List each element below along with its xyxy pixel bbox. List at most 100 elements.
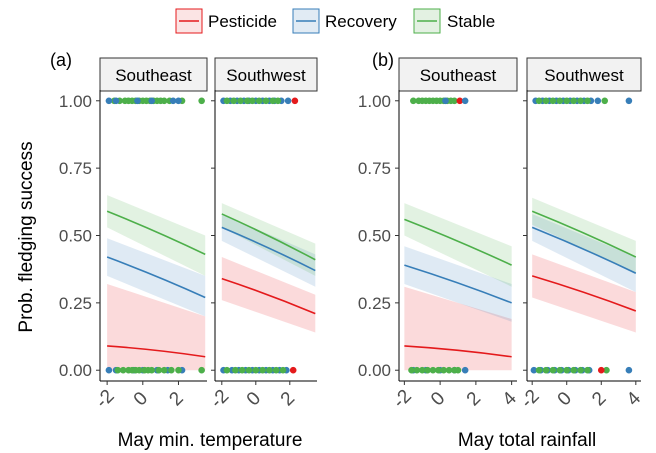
obs-point-bottom-stable	[570, 366, 577, 374]
obs-point-top-stable	[570, 97, 577, 105]
obs-point-bottom-stable	[160, 366, 168, 374]
y-tick-label: 0.75	[358, 159, 391, 178]
x-tick-label: -2	[207, 386, 234, 413]
panel-a-southeast: Southeast 0.00 0.25 0.50 0.75 1.00 -2 0 2	[59, 57, 208, 413]
obs-point-bottom-pesticide	[597, 366, 605, 374]
ci-band-recovery	[404, 246, 512, 322]
panel-tag-a: (a)	[50, 50, 72, 70]
obs-point-bottom-pesticide	[289, 366, 297, 374]
obs-point-top-stable	[244, 97, 251, 105]
obs-point-top-stable	[160, 97, 168, 105]
legend-item-pesticide: Pesticide	[175, 8, 277, 34]
x-tick-label: -2	[517, 386, 544, 413]
obs-point-bottom-stable	[424, 366, 431, 374]
x-tick-label: -2	[92, 386, 119, 413]
obs-point-top-stable	[542, 97, 550, 105]
strip-box	[99, 57, 208, 92]
obs-point-bottom-stable	[603, 366, 610, 374]
obs-point-bottom-stable	[238, 366, 246, 374]
obs-point-top-stable	[262, 97, 270, 105]
x-tick-label: 0	[130, 388, 152, 410]
obs-point-bottom-stable	[535, 366, 543, 374]
strip-label: Southwest	[226, 66, 306, 85]
obs-point-bottom-stable	[175, 366, 182, 374]
obs-point-top-stable	[255, 97, 263, 105]
ci-band-recovery	[107, 238, 206, 317]
x-tick-label: -2	[389, 386, 416, 413]
obs-point-bottom-stable	[429, 366, 437, 374]
legend-item-recovery: Recovery	[292, 8, 397, 34]
fit-line-stable	[106, 210, 206, 256]
obs-point-top-stable	[577, 97, 584, 105]
obs-point-top-recovery	[284, 97, 292, 105]
obs-point-top-recovery	[594, 97, 602, 105]
obs-point-bottom-stable	[266, 366, 273, 374]
x-tick-label: 4	[623, 388, 646, 411]
obs-point-top-stable	[269, 97, 277, 105]
obs-point-top-recovery	[442, 97, 449, 105]
obs-point-top-recovery	[134, 97, 141, 105]
x-axis-title-a: May min. temperature	[118, 430, 303, 451]
obs-point-bottom-recovery	[461, 366, 469, 374]
fit-line-stable	[404, 218, 512, 266]
obs-point-top-recovery	[112, 97, 120, 105]
x-tick-label: 0	[243, 388, 265, 410]
obs-point-top-stable	[249, 97, 256, 105]
obs-point-top-stable	[198, 97, 205, 105]
y-tick-label: 0.25	[358, 294, 391, 313]
ci-band-pesticide	[404, 286, 512, 371]
obs-point-bottom-stable	[245, 366, 253, 374]
strip-box	[214, 57, 318, 92]
obs-point-bottom-recovery	[105, 366, 113, 374]
obs-point-top-stable	[223, 97, 231, 105]
y-tick-label: 0.50	[358, 227, 391, 246]
obs-point-top-recovery	[461, 97, 469, 105]
obs-point-bottom-stable	[223, 366, 231, 374]
strip-label: Southeast	[420, 66, 497, 85]
obs-point-top-stable	[549, 97, 557, 105]
panel-a-southwest: Southwest -2 0 2	[207, 57, 318, 413]
obs-point-top-pesticide	[456, 97, 464, 105]
x-tick-label: 0	[427, 388, 449, 410]
obs-point-bottom-stable	[556, 366, 564, 374]
fit-line-stable	[531, 210, 637, 258]
fit-line-recovery	[404, 264, 512, 304]
obs-point-bottom-stable	[542, 366, 550, 374]
fit-line-pesticide	[107, 345, 206, 358]
obs-point-bottom-stable	[135, 366, 143, 374]
ci-band-recovery	[221, 213, 316, 287]
obs-point-bottom-recovery	[530, 366, 538, 374]
obs-point-bottom-stable	[413, 366, 421, 374]
obs-point-bottom-stable	[232, 366, 239, 374]
obs-point-top-stable	[230, 97, 237, 105]
obs-point-bottom-stable	[155, 366, 163, 374]
fit-line-pesticide	[404, 345, 512, 358]
y-tick-label: 1.00	[59, 92, 92, 111]
obs-point-bottom-stable	[279, 366, 287, 374]
obs-point-top-stable	[601, 97, 609, 105]
y-tick-label: 0.50	[59, 227, 92, 246]
legend-label-stable: Stable	[447, 12, 495, 31]
obs-point-top-stable	[451, 97, 458, 105]
obs-point-bottom-stable	[584, 366, 591, 374]
fit-line-pesticide	[221, 277, 316, 315]
fit-line-stable	[221, 213, 316, 261]
fit-line-pesticide	[531, 275, 637, 312]
ci-band-stable	[221, 203, 316, 276]
obs-point-bottom-stable	[549, 366, 557, 374]
obs-point-top-stable	[556, 97, 564, 105]
obs-point-bottom-stable	[252, 366, 260, 374]
obs-point-bottom-stable	[440, 366, 447, 374]
obs-point-bottom-stable	[119, 366, 127, 374]
x-tick-label: 0	[554, 388, 576, 410]
obs-point-bottom-stable	[445, 366, 453, 374]
obs-point-bottom-stable	[198, 366, 205, 374]
y-tick-label: 0.00	[358, 361, 391, 380]
obs-point-bottom-stable	[454, 366, 462, 374]
ci-band-stable	[107, 195, 206, 276]
fit-line-recovery	[106, 256, 206, 299]
legend: Pesticide Recovery Stable	[175, 8, 495, 34]
obs-point-bottom-stable	[418, 366, 426, 374]
